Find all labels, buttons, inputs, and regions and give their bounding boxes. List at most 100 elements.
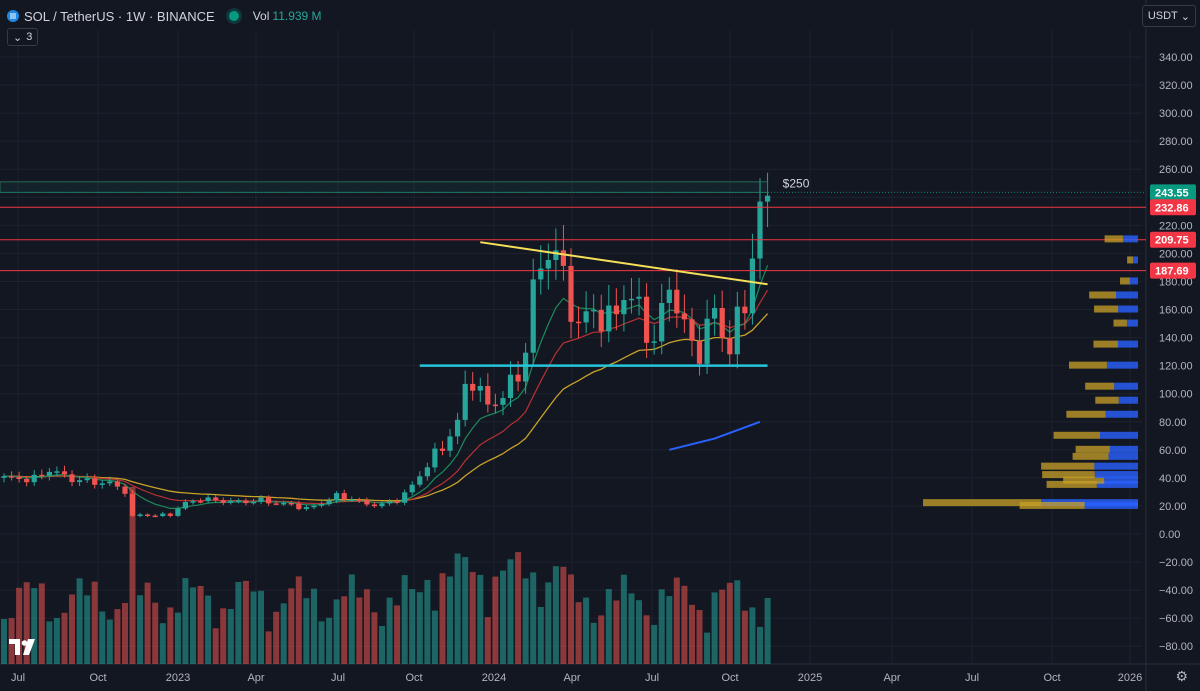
candle-body[interactable]	[409, 484, 415, 493]
candle-body[interactable]	[659, 303, 665, 342]
candle-body[interactable]	[606, 305, 612, 332]
candle-body[interactable]	[734, 306, 740, 355]
candle-body[interactable]	[666, 289, 672, 303]
candle-body[interactable]	[500, 398, 506, 405]
gear-icon[interactable]: ⚙	[1175, 668, 1188, 684]
candle-body[interactable]	[568, 265, 574, 322]
candle-body[interactable]	[560, 250, 566, 266]
candle-body[interactable]	[205, 497, 211, 502]
candle-body[interactable]	[712, 308, 718, 319]
candle-body[interactable]	[379, 503, 385, 507]
candle-body[interactable]	[243, 500, 249, 504]
candle-body[interactable]	[326, 500, 332, 505]
candle-body[interactable]	[462, 383, 468, 420]
candle-body[interactable]	[213, 497, 219, 501]
tradingview-logo-icon[interactable]	[8, 636, 38, 658]
candle-body[interactable]	[621, 300, 627, 315]
candle-body[interactable]	[387, 501, 393, 504]
candle-body[interactable]	[175, 508, 181, 516]
candle-body[interactable]	[318, 504, 325, 506]
candle-body[interactable]	[704, 318, 710, 364]
indicators-toggle-button[interactable]: ⌄ 3	[7, 28, 39, 46]
candle-body[interactable]	[182, 502, 188, 509]
candle-body[interactable]	[122, 486, 128, 494]
candle-body[interactable]	[220, 500, 226, 503]
candle-body[interactable]	[515, 374, 521, 382]
candle-body[interactable]	[9, 476, 15, 478]
candle-body[interactable]	[84, 478, 90, 481]
candle-body[interactable]	[545, 260, 551, 269]
candle-body[interactable]	[538, 268, 544, 280]
candle-body[interactable]	[137, 514, 143, 517]
candle-body[interactable]	[765, 195, 771, 202]
candle-body[interactable]	[152, 515, 158, 518]
candle-body[interactable]	[757, 201, 763, 259]
candle-body[interactable]	[553, 250, 559, 260]
candle-body[interactable]	[417, 476, 423, 485]
candle-body[interactable]	[61, 471, 68, 475]
candle-body[interactable]	[114, 481, 120, 487]
candle-body[interactable]	[77, 480, 83, 483]
candle-body[interactable]	[145, 514, 151, 517]
candle-body[interactable]	[107, 481, 113, 484]
candle-body[interactable]	[1, 476, 7, 478]
candle-body[interactable]	[689, 319, 695, 341]
candle-body[interactable]	[727, 337, 733, 355]
candle-body[interactable]	[681, 313, 687, 320]
symbol-title[interactable]: SOL / TetherUS · 1W · BINANCE	[24, 8, 215, 24]
candle-body[interactable]	[447, 436, 453, 451]
candle-body[interactable]	[228, 500, 234, 503]
candle-body[interactable]	[644, 296, 650, 343]
candle-body[interactable]	[296, 503, 302, 510]
candle-body[interactable]	[742, 306, 748, 314]
candle-body[interactable]	[439, 448, 446, 451]
candle-body[interactable]	[583, 311, 589, 323]
candle-body[interactable]	[424, 467, 430, 477]
candle-body[interactable]	[288, 503, 294, 505]
candle-body[interactable]	[530, 279, 536, 353]
candle-body[interactable]	[341, 493, 347, 500]
candle-body[interactable]	[613, 305, 619, 315]
candle-body[interactable]	[250, 501, 257, 504]
candle-body[interactable]	[470, 383, 476, 391]
candle-body[interactable]	[749, 258, 755, 314]
candle-body[interactable]	[371, 504, 377, 507]
candle-body[interactable]	[46, 471, 52, 476]
candle-body[interactable]	[719, 308, 725, 338]
candle-body[interactable]	[99, 483, 105, 485]
candle-body[interactable]	[455, 419, 461, 437]
candle-body[interactable]	[92, 478, 98, 485]
candle-body[interactable]	[576, 321, 582, 324]
candle-body[interactable]	[636, 296, 642, 299]
candle-body[interactable]	[402, 492, 408, 503]
candle-body[interactable]	[31, 474, 37, 483]
candle-body[interactable]	[485, 386, 491, 405]
candle-body[interactable]	[364, 500, 370, 505]
candle-body[interactable]	[266, 497, 272, 504]
candle-body[interactable]	[69, 474, 75, 483]
candle-body[interactable]	[492, 404, 498, 407]
candle-body[interactable]	[598, 309, 604, 332]
currency-selector[interactable]: USDT ⌄	[1141, 5, 1196, 27]
candle-body[interactable]	[39, 474, 45, 477]
candle-body[interactable]	[54, 471, 60, 473]
candle-body[interactable]	[507, 374, 514, 398]
candle-body[interactable]	[674, 289, 680, 314]
candle-body[interactable]	[198, 501, 204, 503]
candle-body[interactable]	[432, 448, 438, 468]
candle-body[interactable]	[394, 501, 400, 503]
candle-body[interactable]	[696, 340, 703, 364]
candle-body[interactable]	[628, 298, 635, 301]
candle-body[interactable]	[303, 507, 309, 509]
candle-body[interactable]	[129, 493, 136, 516]
candle-body[interactable]	[591, 309, 597, 312]
candle-body[interactable]	[160, 513, 166, 516]
candle-body[interactable]	[273, 503, 279, 505]
candle-body[interactable]	[651, 341, 657, 343]
candle-body[interactable]	[16, 476, 22, 479]
candle-body[interactable]	[167, 513, 173, 516]
candle-body[interactable]	[190, 501, 196, 503]
candle-body[interactable]	[311, 505, 317, 508]
candle-body[interactable]	[334, 493, 340, 501]
